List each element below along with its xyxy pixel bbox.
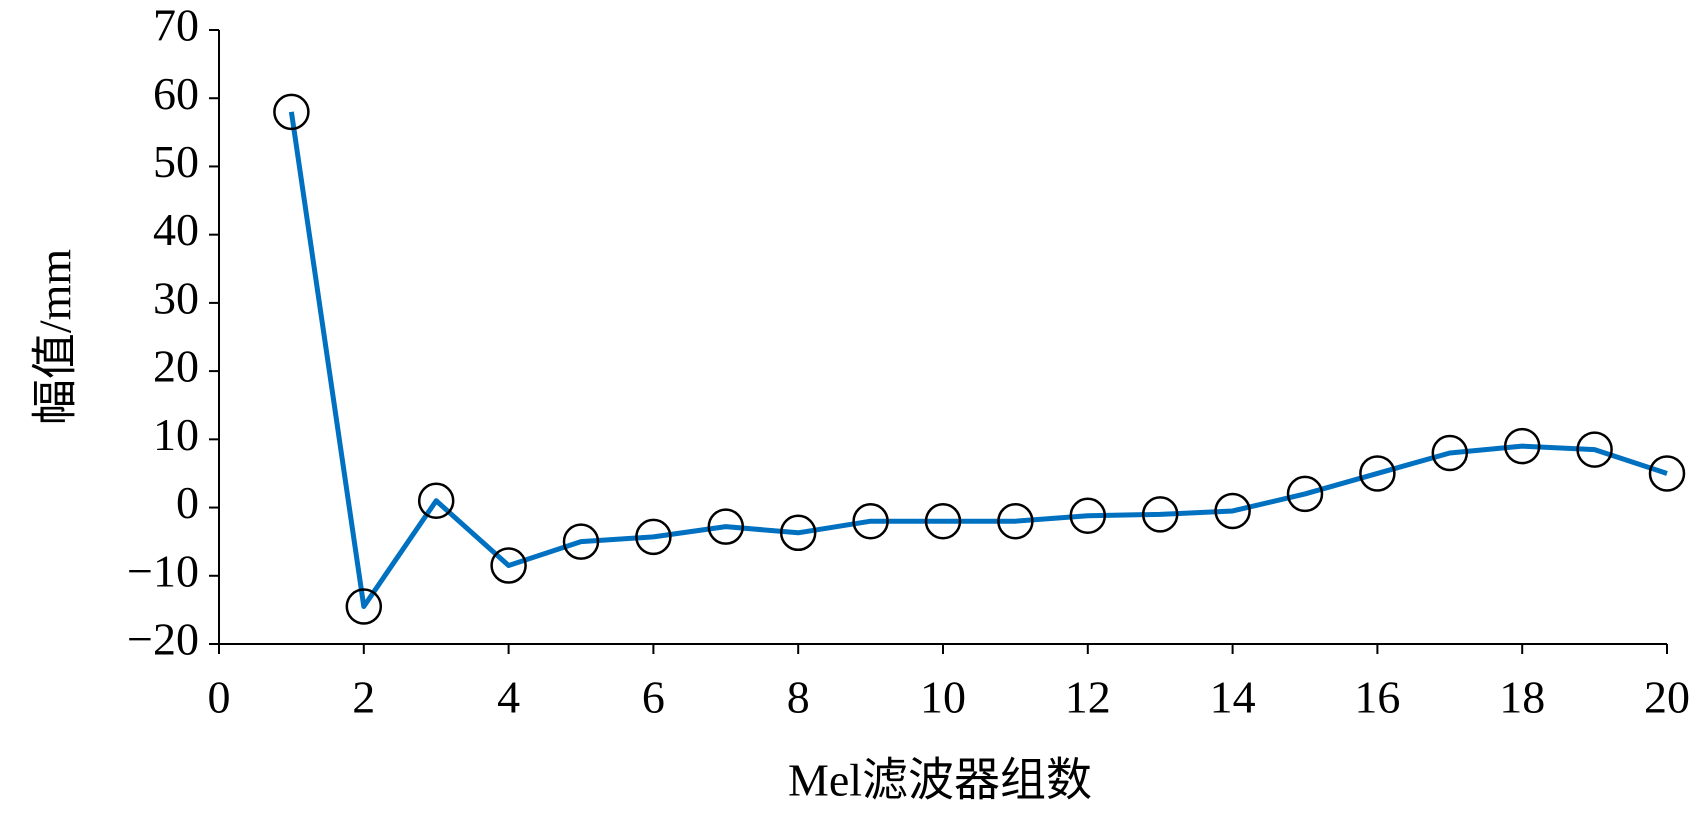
x-tick-label: 0 [208, 672, 231, 723]
data-point [707, 508, 745, 545]
y-tick-label: 10 [153, 409, 199, 460]
data-point [345, 588, 383, 625]
data-point [1069, 497, 1107, 534]
data-point [635, 518, 672, 556]
data-point [1286, 475, 1324, 513]
x-tick-label: 18 [1499, 672, 1545, 723]
y-tick-label: 70 [153, 0, 199, 51]
y-tick-label: 40 [153, 204, 199, 255]
x-tick-label: 4 [497, 672, 520, 723]
data-point [1359, 455, 1396, 492]
y-tick-label: 30 [153, 272, 199, 323]
x-tick-label: 16 [1354, 672, 1400, 723]
data-point [490, 547, 527, 584]
data-point [852, 502, 889, 540]
data-point [1214, 492, 1251, 530]
y-tick-label: 20 [153, 341, 199, 392]
data-point [924, 502, 962, 540]
data-point [1503, 427, 1541, 465]
data-line [288, 111, 1668, 609]
data-point [1576, 431, 1613, 468]
y-tick-label: −10 [127, 545, 199, 596]
y-axis-label: 幅值/mm [30, 249, 81, 426]
data-point [1431, 434, 1469, 472]
y-tick-label: 60 [153, 68, 199, 119]
y-tick-label: 50 [153, 136, 199, 187]
data-point [997, 502, 1034, 540]
data-point [1141, 496, 1179, 533]
data-point [417, 482, 455, 519]
x-tick-label: 14 [1210, 672, 1256, 723]
data-point [779, 514, 817, 552]
x-tick-label: 2 [352, 672, 375, 723]
x-tick-label: 10 [920, 672, 966, 723]
y-tick-label: −20 [127, 614, 199, 665]
x-tick-label: 8 [787, 672, 810, 723]
x-tick-label: 6 [642, 672, 665, 723]
data-point [562, 523, 600, 560]
x-tick-label: 20 [1644, 672, 1690, 723]
x-tick-label: 12 [1065, 672, 1111, 723]
y-tick-label: 0 [176, 477, 199, 528]
data-point [1648, 455, 1686, 492]
x-axis-label: Mel滤波器组数 [788, 755, 1092, 806]
data-point [273, 93, 310, 131]
